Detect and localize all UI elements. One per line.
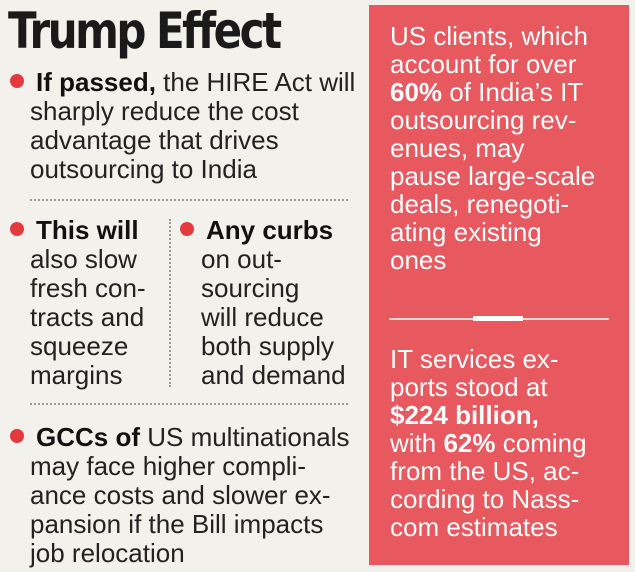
panel-line: ones xyxy=(390,245,447,275)
bullet-line: and demand xyxy=(201,360,346,390)
panel-highlight: 60% xyxy=(390,77,443,107)
panel-bottom-text: IT services ex- ports stood at $224 bill… xyxy=(390,345,587,541)
bullet-line: both supply xyxy=(201,331,334,361)
bullet-curbs: Any curbs on out- sourcing will reduce b… xyxy=(180,216,346,390)
panel-line: deals, renegoti- xyxy=(390,189,570,219)
bullet-line: may face higher compli- xyxy=(30,451,306,481)
bullet-dot-icon xyxy=(180,222,194,237)
bullet-line: squeeze xyxy=(30,331,129,361)
bullet-slow-contracts: This will also slow fresh con- tracts an… xyxy=(10,216,146,390)
panel-line: pause large-scale xyxy=(390,161,596,191)
bullet-line: will reduce xyxy=(201,302,324,332)
panel-line: outsourcing rev- xyxy=(390,105,577,135)
bullet-line: sourcing xyxy=(201,273,300,303)
bullet-hire-act: If passed, the HIRE Act will sharply red… xyxy=(10,68,355,184)
dotted-divider xyxy=(30,199,348,201)
panel-line: enues, may xyxy=(390,133,525,163)
bullet-line: job relocation xyxy=(30,538,185,568)
bullet-dot-icon xyxy=(10,429,24,444)
bullet-line: pansion if the Bill impacts xyxy=(30,509,324,539)
bullet-gccs: GCCs of US multinationals may face highe… xyxy=(10,423,350,568)
bullet-lead: GCCs of xyxy=(36,422,140,452)
bullet-line: outsourcing to India xyxy=(30,154,257,184)
panel-line: coming xyxy=(495,428,587,458)
bullet-lead: Any curbs xyxy=(206,215,334,245)
panel-highlight: $224 billion, xyxy=(390,400,539,430)
bullet-line: sharply reduce the cost xyxy=(30,96,299,126)
bullet-dot-icon xyxy=(10,222,24,237)
panel-line: ating existing xyxy=(390,217,542,247)
facts-panel: US clients, which account for over 60% o… xyxy=(369,5,629,565)
panel-highlight: 62% xyxy=(443,428,496,458)
bullet-line: fresh con- xyxy=(30,273,146,303)
panel-line: US clients, which xyxy=(390,21,588,51)
panel-line: com estimates xyxy=(390,512,558,542)
panel-line: of India’s IT xyxy=(442,77,584,107)
bullet-line: also slow xyxy=(30,244,137,274)
dotted-divider xyxy=(30,403,348,405)
panel-line: ports stood at xyxy=(390,372,548,402)
bullet-line: the HIRE Act will xyxy=(155,67,356,97)
bullet-line: ance costs and slower ex- xyxy=(30,480,331,510)
panel-line: from the US, ac- xyxy=(390,456,580,486)
bullet-line: US multinationals xyxy=(140,422,350,452)
bullet-line: margins xyxy=(30,360,123,390)
bullet-line: on out- xyxy=(201,244,282,274)
panel-divider-accent xyxy=(473,316,523,321)
panel-line: account for over xyxy=(390,49,577,79)
bullet-line: advantage that drives xyxy=(30,125,279,155)
bullet-lead: If passed, xyxy=(36,67,156,97)
panel-line: with xyxy=(390,428,444,458)
bullet-dot-icon xyxy=(10,74,24,89)
bullet-lead: This will xyxy=(36,215,139,245)
panel-line: IT services ex- xyxy=(390,344,559,374)
headline: Trump Effect xyxy=(8,2,282,60)
panel-line: cording to Nass- xyxy=(390,484,580,514)
panel-top-text: US clients, which account for over 60% o… xyxy=(390,22,595,274)
bullet-line: tracts and xyxy=(30,302,145,332)
dotted-vertical-divider xyxy=(169,219,171,387)
